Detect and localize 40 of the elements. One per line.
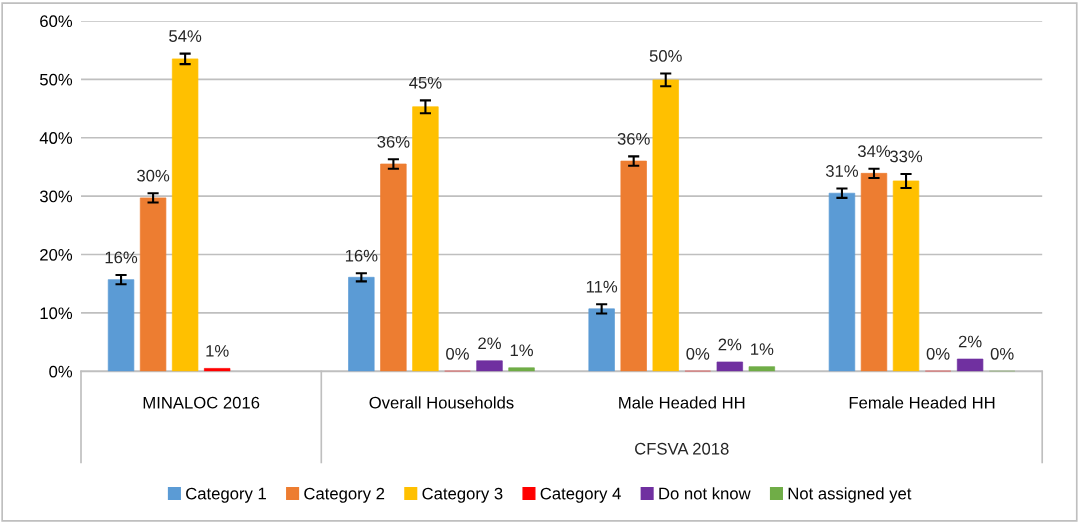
data-label: 2% <box>958 335 982 348</box>
data-label: 1% <box>206 345 229 357</box>
y-tick-label: 20% <box>40 248 73 261</box>
data-label: 11% <box>586 280 618 293</box>
data-label: 2% <box>718 338 742 351</box>
data-label: 54% <box>169 30 202 42</box>
data-label: 0% <box>926 347 950 360</box>
x-tick-label: MINALOC 2016 <box>143 396 260 409</box>
data-label: 1% <box>510 344 533 357</box>
y-tick-label: 40% <box>39 132 73 144</box>
data-label: 45% <box>409 76 442 89</box>
x-tick-label: Female Headed HH <box>849 396 995 409</box>
x-tick-label: Male Headed HH <box>619 396 745 409</box>
data-label: 36% <box>617 132 650 145</box>
data-label: 31% <box>825 165 859 177</box>
y-tick-label: 0% <box>49 365 73 378</box>
data-label: 33% <box>889 150 923 163</box>
data-label: 30% <box>137 169 170 182</box>
legend-label: Category 3 <box>422 487 503 503</box>
data-label: 0% <box>990 347 1014 360</box>
data-label: 0% <box>446 347 469 360</box>
legend-label: Not assigned yet <box>788 487 912 503</box>
text: CFSVA 2018 <box>635 442 729 455</box>
data-label: 36% <box>377 135 410 148</box>
legend-label: Category 4 <box>540 487 621 503</box>
data-label: 34% <box>857 145 891 158</box>
data-label: 2% <box>478 337 501 350</box>
y-tick-label: 60% <box>40 15 73 28</box>
data-label: 16% <box>345 249 378 262</box>
legend-label: Category 1 <box>186 487 266 503</box>
data-label: 50% <box>649 50 682 62</box>
legend-label: Category 2 <box>304 487 385 503</box>
y-tick-label: 50% <box>39 73 73 86</box>
data-label: 16% <box>105 251 138 264</box>
y-tick-label: 10% <box>40 307 73 320</box>
data-label: 1% <box>751 343 774 355</box>
x-tick-label: Overall Households <box>369 396 514 409</box>
y-tick-label: 30% <box>39 190 73 203</box>
data-label: 0% <box>686 347 710 360</box>
legend-label: Do not know <box>659 487 751 500</box>
